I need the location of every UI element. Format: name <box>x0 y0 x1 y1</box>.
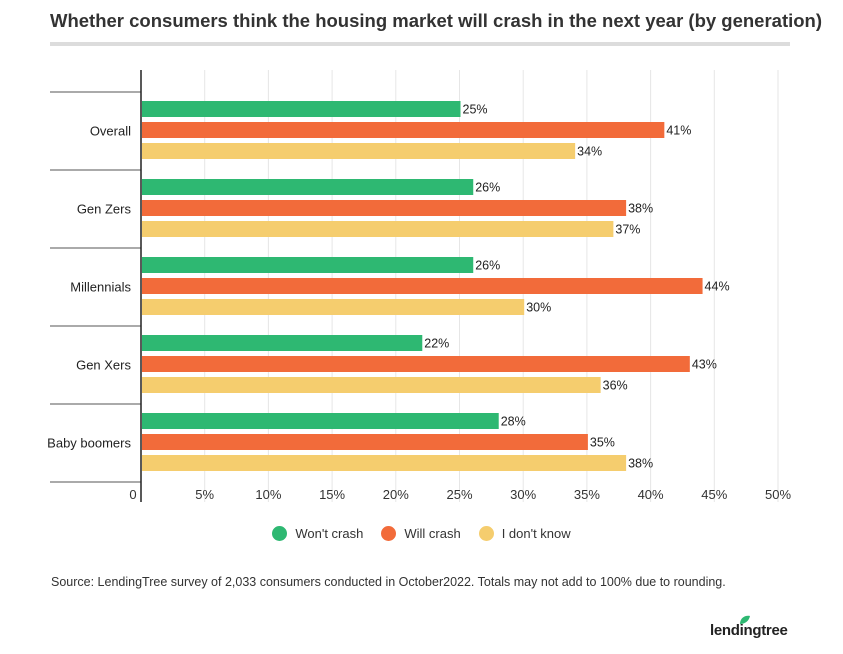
x-tick-label: 0 <box>129 487 136 502</box>
bar <box>142 122 665 138</box>
data-label: 44% <box>705 280 730 294</box>
data-label: 25% <box>463 103 488 117</box>
bar <box>142 200 627 216</box>
category-label: Gen Zers <box>77 202 132 217</box>
bar <box>142 299 525 315</box>
legend-swatch-wont-crash <box>272 526 288 541</box>
bar <box>142 413 499 429</box>
bar <box>142 221 614 237</box>
bar <box>142 179 474 195</box>
lendingtree-logo: lendingtree <box>710 622 788 639</box>
data-label: 38% <box>628 202 653 216</box>
data-label: 38% <box>628 457 653 471</box>
category-label: Millennials <box>70 280 131 295</box>
category-label: Gen Xers <box>76 358 131 373</box>
leaf-icon <box>740 615 750 624</box>
legend-label-will-crash: Will crash <box>404 526 461 541</box>
data-label: 34% <box>577 145 602 159</box>
x-tick-label: 40% <box>638 487 664 502</box>
bar <box>142 101 461 117</box>
chart-title: Whether consumers think the housing mark… <box>50 10 823 31</box>
legend-label-wont-crash: Won't crash <box>295 526 364 541</box>
x-tick-label: 20% <box>383 487 409 502</box>
data-label: 43% <box>692 358 717 372</box>
data-label: 22% <box>424 337 449 351</box>
category-label: Baby boomers <box>47 436 131 451</box>
data-label: 36% <box>603 379 628 393</box>
title-divider <box>50 42 790 46</box>
data-label: 30% <box>526 301 551 315</box>
legend-item-wont-crash: Won't crash <box>272 526 363 541</box>
x-tick-label: 50% <box>765 487 791 502</box>
legend-item-dont-know: I don't know <box>478 526 571 541</box>
source-note: Source: LendingTree survey of 2,033 cons… <box>51 575 726 589</box>
bar <box>142 455 627 471</box>
legend-item-will-crash: Will crash <box>381 526 461 541</box>
bar <box>142 335 423 351</box>
data-label: 35% <box>590 436 615 450</box>
x-tick-label: 45% <box>701 487 727 502</box>
data-label: 28% <box>501 415 526 429</box>
chart-legend: Won't crash Will crash I don't know <box>0 526 843 541</box>
bar <box>142 377 601 393</box>
bar-chart: 0 5% 10% 15% 20% 25% 30% 35% 40% 45% 50% Overall 25%… <box>47 70 791 502</box>
bar <box>142 257 474 273</box>
x-tick-label: 25% <box>446 487 472 502</box>
bar <box>142 356 690 372</box>
data-label: 26% <box>475 181 500 195</box>
bar <box>142 278 703 294</box>
x-tick-label: 5% <box>195 487 214 502</box>
legend-label-dont-know: I don't know <box>501 526 571 541</box>
x-tick-label: 30% <box>510 487 536 502</box>
data-label: 37% <box>615 223 640 237</box>
x-tick-label: 10% <box>255 487 281 502</box>
legend-swatch-dont-know <box>478 526 494 541</box>
x-tick-label: 35% <box>574 487 600 502</box>
bar <box>142 143 576 159</box>
x-tick-label: 15% <box>319 487 345 502</box>
data-label: 41% <box>666 124 691 138</box>
category-label: Overall <box>90 124 131 139</box>
bar <box>142 434 588 450</box>
legend-swatch-will-crash <box>381 526 397 541</box>
data-label: 26% <box>475 259 500 273</box>
